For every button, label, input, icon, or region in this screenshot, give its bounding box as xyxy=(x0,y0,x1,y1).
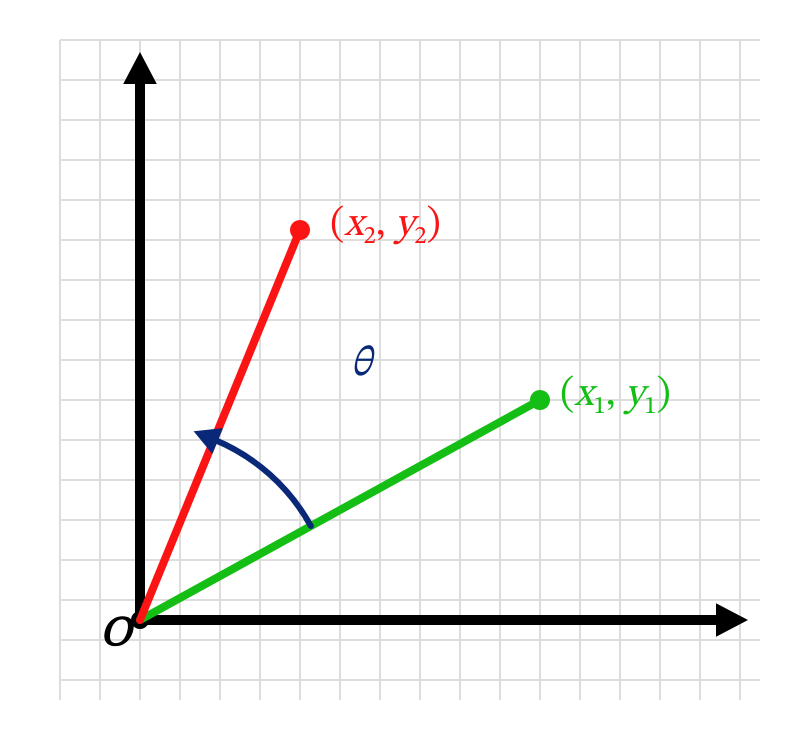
origin-label: O xyxy=(100,613,135,655)
labels: O (x1, y1) (x2, y2) θ xyxy=(100,204,671,655)
angle-arc xyxy=(194,428,311,526)
vector-1 xyxy=(140,390,550,620)
theta-label: θ xyxy=(350,343,375,385)
diagram-root: O (x1, y1) (x2, y2) θ xyxy=(0,0,806,729)
axes xyxy=(123,52,748,637)
vector-2-label: (x2, y2) xyxy=(330,204,441,249)
grid xyxy=(60,40,760,700)
vector-1-label: (x1, y1) xyxy=(560,374,671,419)
